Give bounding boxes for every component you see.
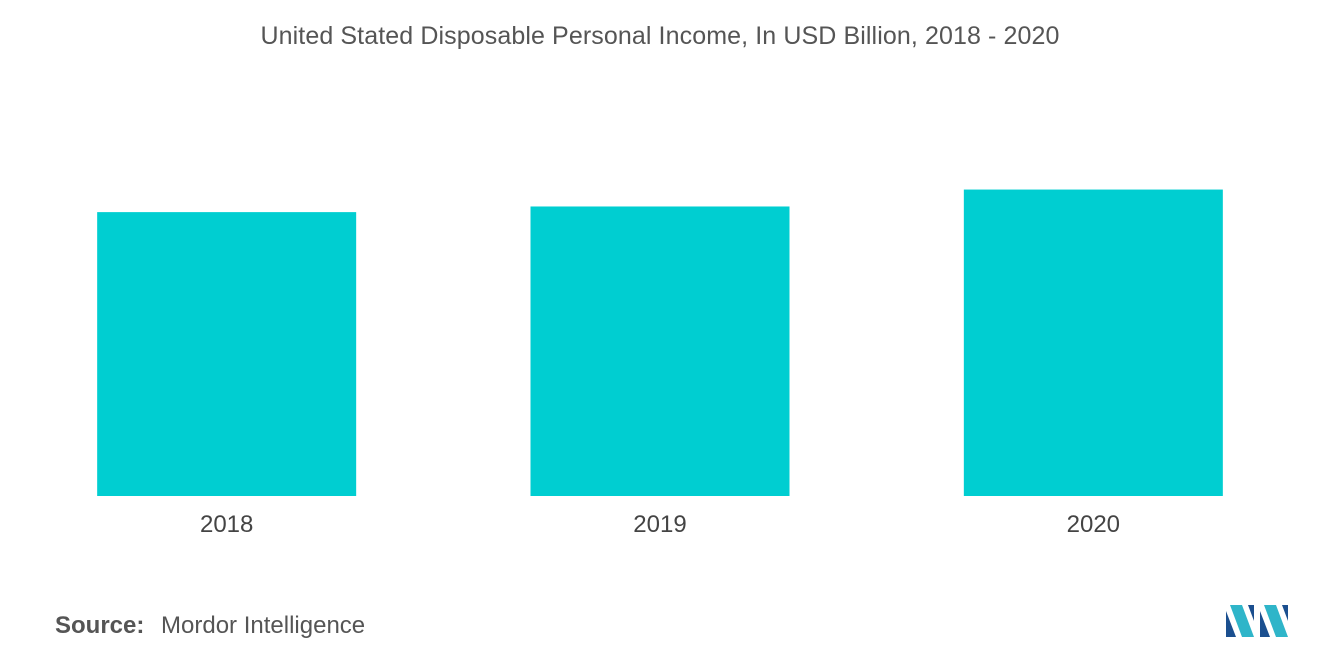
- chart-title: United Stated Disposable Personal Income…: [260, 22, 1060, 50]
- bar-2020: [963, 189, 1223, 496]
- source-note: Source: Mordor Intelligence: [55, 612, 365, 640]
- bar-2019: [530, 206, 790, 497]
- source-text: Mordor Intelligence: [161, 612, 366, 639]
- x-tick-label-2019: 2019: [633, 511, 686, 538]
- bar-2018: [97, 212, 357, 496]
- mordor-intelligence-logo-icon: [1226, 605, 1288, 637]
- source-label: Source:: [55, 612, 145, 639]
- x-tick-label-2018: 2018: [200, 511, 253, 538]
- x-tick-label-2020: 2020: [1067, 511, 1120, 538]
